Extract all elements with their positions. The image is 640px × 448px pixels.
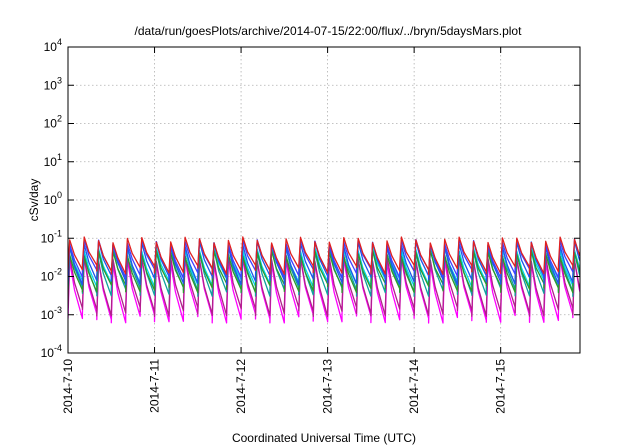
y-axis-label: cSv/day (27, 179, 41, 222)
y-tick-label: 101 (44, 152, 62, 169)
x-tick-label: 2014-7-10 (61, 359, 75, 414)
x-axis-label: Coordinated Universal Time (UTC) (232, 431, 416, 445)
y-tick-label: 100 (44, 190, 62, 207)
tick-layer: 10-4 10-3 10-2 10-1 100 101 102 103 104 2014-7-10… (41, 37, 580, 414)
series-line (68, 249, 580, 294)
chart-title: /data/run/goesPlots/archive/2014-07-15/2… (135, 24, 523, 38)
y-tick-label: 10-2 (41, 267, 62, 284)
y-tick-label: 10-3 (41, 305, 62, 322)
x-tick-label: 2014-7-14 (407, 359, 421, 414)
x-tick-label: 2014-7-15 (494, 359, 508, 414)
series-line (68, 254, 580, 317)
series-layer (68, 236, 580, 324)
x-tick-label: 2014-7-13 (321, 359, 335, 414)
y-tick-label: 102 (44, 114, 62, 131)
y-tick-label: 10-1 (41, 228, 62, 245)
y-tick-label: 104 (44, 37, 62, 54)
y-tick-label: 103 (44, 75, 62, 92)
y-tick-label: 10-4 (41, 343, 62, 360)
x-tick-label: 2014-7-12 (234, 359, 248, 414)
series-line (68, 236, 580, 275)
x-tick-label: 2014-7-11 (148, 359, 162, 413)
